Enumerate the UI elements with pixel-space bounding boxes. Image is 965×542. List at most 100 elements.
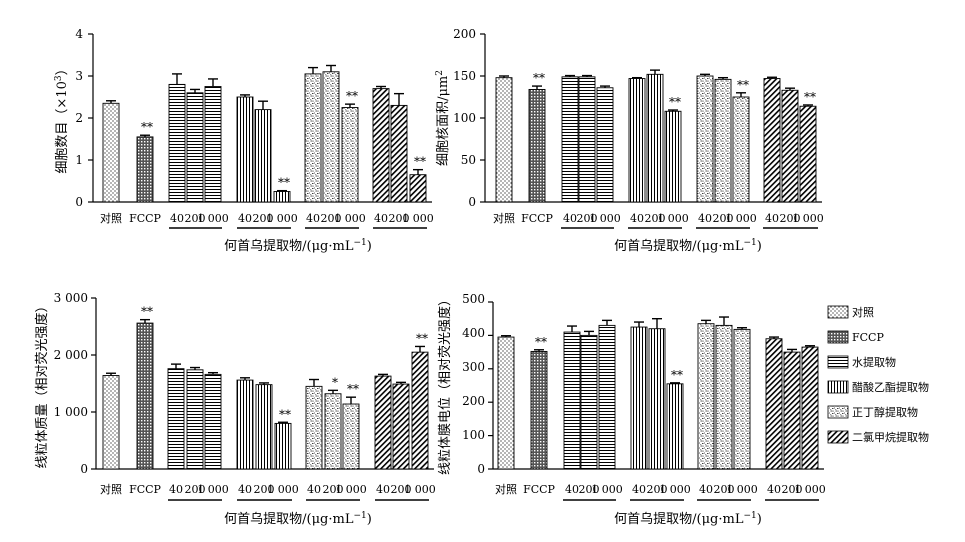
y-axis-label: 线粒体膜电位（相对荧光强度） bbox=[437, 293, 453, 475]
bar bbox=[781, 89, 799, 203]
bar bbox=[168, 83, 186, 203]
significance-label: ** bbox=[141, 305, 153, 319]
x-axis-title: 何首乌提取物/(μg·mL−1) bbox=[614, 238, 762, 254]
bar bbox=[646, 73, 664, 203]
dose-label: 1 000 bbox=[792, 212, 824, 225]
dose-label: 1 000 bbox=[197, 212, 229, 225]
x-title-sup: −1 bbox=[353, 238, 366, 248]
dose-label: 200 bbox=[782, 483, 803, 496]
dose-label: 1 000 bbox=[267, 483, 299, 496]
bar bbox=[495, 77, 513, 203]
y-label-unit: （×10 bbox=[55, 81, 70, 121]
bar bbox=[304, 73, 322, 203]
significance-label: ** bbox=[804, 90, 816, 104]
dose-label: 1 000 bbox=[726, 483, 758, 496]
x-title-main: 何首乌提取物/(μg·mL bbox=[614, 511, 744, 527]
bar bbox=[783, 351, 801, 470]
bar bbox=[715, 324, 733, 470]
category-label-control: 对照 bbox=[100, 482, 122, 496]
dose-label: 1 000 bbox=[794, 483, 826, 496]
dose-label: 200 bbox=[577, 212, 598, 225]
bar bbox=[372, 88, 390, 203]
bar bbox=[666, 383, 684, 470]
legend-item: 醋酸乙酯提取物 bbox=[827, 380, 929, 394]
y-tick-label: 1 bbox=[75, 153, 83, 167]
y-tick-label: 3 000 bbox=[54, 291, 88, 305]
y-tick-label: 50 bbox=[461, 153, 476, 167]
bar bbox=[696, 75, 714, 203]
dose-label: 40 bbox=[565, 483, 579, 496]
significance-label: ** bbox=[533, 71, 545, 85]
dose-label: 200 bbox=[323, 483, 344, 496]
x-title-end: ) bbox=[367, 239, 372, 254]
y-axis-ticks: 0 1 2 3 4 bbox=[75, 27, 83, 209]
y-tick-label: 400 bbox=[462, 326, 485, 340]
plot-area: ** ** ** ** bbox=[88, 33, 432, 229]
dose-label: 200 bbox=[714, 483, 735, 496]
y-label-sup: 3 bbox=[54, 75, 64, 81]
bar bbox=[628, 78, 646, 203]
bar bbox=[204, 86, 222, 203]
legend-label: 醋酸乙酯提取物 bbox=[852, 380, 929, 394]
x-title-end: ) bbox=[367, 512, 372, 527]
plot-area: ***** **** bbox=[91, 297, 434, 501]
y-tick-label: 1 000 bbox=[54, 405, 88, 419]
significance-label: ** bbox=[414, 155, 426, 169]
y-tick-label: 100 bbox=[453, 111, 476, 125]
y-tick-label: 0 bbox=[468, 195, 476, 209]
significance-label: ** bbox=[416, 331, 428, 345]
y-axis-label: 细胞核面积/μm2 bbox=[435, 70, 451, 166]
dose-label: 1 000 bbox=[402, 212, 434, 225]
bar bbox=[322, 71, 340, 203]
bar bbox=[374, 375, 392, 470]
category-label-fccp: FCCP bbox=[129, 212, 161, 225]
dose-label: 1 000 bbox=[725, 212, 757, 225]
category-label-fccp: FCCP bbox=[523, 483, 555, 496]
legend-swatch bbox=[827, 405, 849, 419]
bar bbox=[136, 136, 154, 203]
dose-label: 40 bbox=[376, 483, 390, 496]
bar bbox=[648, 328, 666, 470]
bar bbox=[580, 334, 598, 470]
y-label-end: ） bbox=[55, 62, 70, 75]
bar bbox=[254, 109, 272, 203]
y-tick-label: 0 bbox=[75, 195, 83, 209]
dose-label: 200 bbox=[645, 212, 666, 225]
bar bbox=[236, 96, 254, 203]
dose-label: 1 000 bbox=[335, 483, 367, 496]
y-axis-label: 细胞数目（×103） bbox=[54, 62, 70, 173]
x-title-sup: −1 bbox=[743, 238, 756, 248]
bar bbox=[497, 336, 515, 470]
x-title-end: ) bbox=[757, 239, 762, 254]
x-axis-title: 何首乌提取物/(μg·mL−1) bbox=[614, 511, 762, 527]
significance-label: ** bbox=[278, 176, 290, 190]
bar bbox=[342, 403, 360, 470]
bar bbox=[530, 350, 548, 470]
dose-label: 200 bbox=[185, 212, 206, 225]
y-tick-label: 200 bbox=[453, 27, 476, 41]
bar bbox=[324, 393, 342, 470]
significance-label: ** bbox=[737, 78, 749, 92]
dose-label: 1 000 bbox=[657, 212, 689, 225]
category-label-control: 对照 bbox=[495, 482, 517, 496]
plot-area: ** ** ** ** bbox=[480, 33, 822, 229]
x-title-end: ) bbox=[757, 512, 762, 527]
bar bbox=[732, 96, 750, 203]
dose-labels: 40 200 1 000 40 200 1 000 40 200 1 000 4… bbox=[170, 212, 434, 225]
bar bbox=[596, 87, 614, 203]
y-tick-label: 0 bbox=[477, 462, 485, 476]
dose-label: 40 bbox=[238, 212, 252, 225]
bar bbox=[341, 107, 359, 203]
bar bbox=[305, 385, 323, 470]
panel-mito-potential: ** ** 0 100 200 300 400 500 线粒体膜电位（相对荧光强度… bbox=[437, 292, 826, 527]
bar bbox=[390, 104, 408, 203]
y-tick-label: 500 bbox=[462, 292, 485, 306]
significance-label: ** bbox=[347, 382, 359, 396]
bar bbox=[561, 76, 579, 203]
dose-label: 1 000 bbox=[591, 483, 623, 496]
x-title-sup: −1 bbox=[353, 511, 366, 521]
legend-swatch bbox=[827, 380, 849, 394]
significance-label: ** bbox=[535, 335, 547, 349]
bar bbox=[630, 326, 648, 470]
